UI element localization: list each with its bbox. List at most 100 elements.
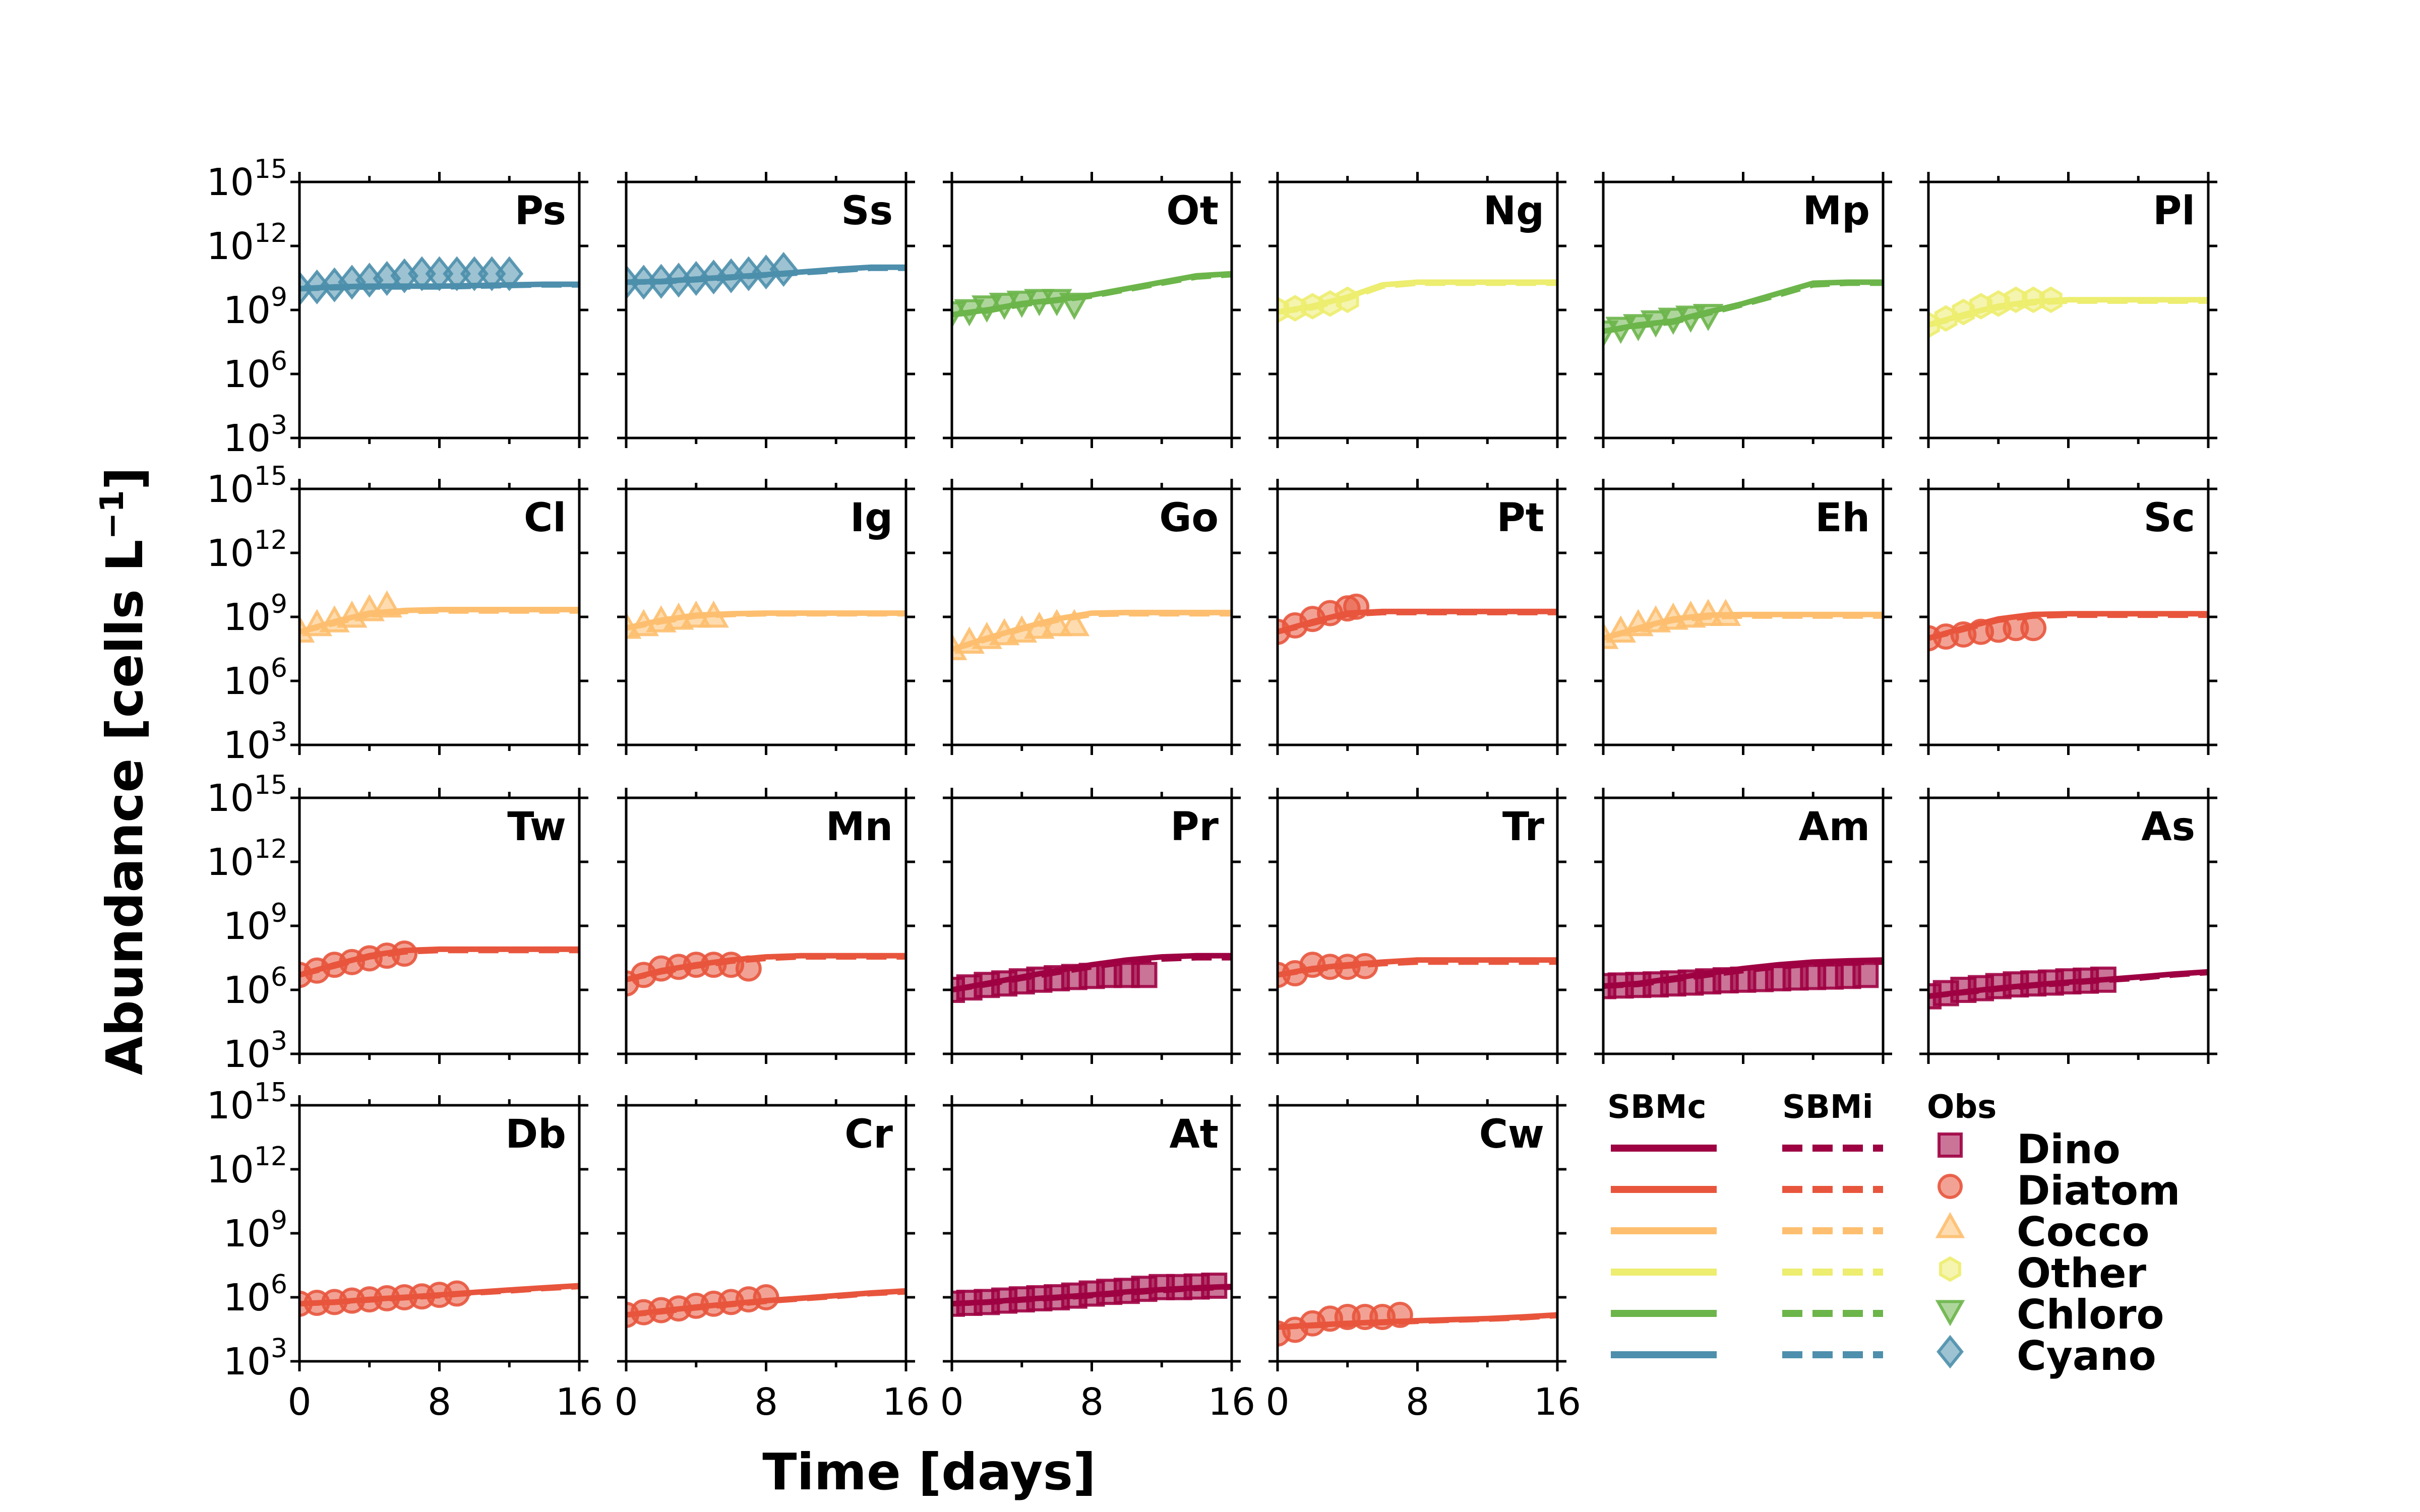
y-tick-label: 109 (223, 589, 287, 639)
y-tick-base: 10 (207, 1084, 254, 1127)
y-tick-base: 10 (207, 841, 254, 884)
legend-marker-dino (1938, 1132, 1963, 1158)
panel-as: As (1919, 788, 2217, 1064)
y-tick-label: 109 (223, 898, 287, 948)
obs-marker (391, 940, 418, 967)
panel-go: Go (943, 479, 1241, 755)
y-tick-exp: 6 (271, 346, 287, 376)
panel-content (1603, 279, 1883, 348)
panel-content (952, 609, 1232, 660)
y-tick-exp: 3 (271, 410, 287, 440)
panel-content (299, 1280, 579, 1317)
panel-content (952, 1272, 1232, 1317)
x-tick-label: 16 (556, 1380, 603, 1424)
panel-content (299, 590, 579, 643)
panel-content (626, 251, 906, 300)
panel-content (626, 1284, 906, 1328)
y-tick-exp: 6 (271, 962, 287, 992)
y-tick-exp: 3 (271, 1026, 287, 1056)
y-tick-label: 103 (223, 1334, 287, 1383)
obs-marker (1622, 314, 1654, 342)
y-tick-exp: 12 (254, 1142, 287, 1172)
x-tick-label: 8 (428, 1380, 451, 1424)
y-tick-exp: 9 (271, 1206, 287, 1236)
panel-title: Mn (826, 804, 893, 850)
panel-content (299, 940, 579, 988)
obs-marker (1386, 1301, 1413, 1328)
panel-title: Db (505, 1112, 566, 1157)
panel-title: Ig (850, 495, 893, 541)
obs-marker (1059, 292, 1090, 320)
panel-mn: Mn (617, 788, 915, 1064)
panel-content (1928, 611, 2208, 652)
panel-pt: Pt (1268, 479, 1566, 755)
panel-pl: Pl (1919, 172, 2217, 448)
x-axis-label: Time [days] (762, 1442, 1096, 1501)
y-tick-base: 10 (223, 1340, 271, 1383)
legend-label-other: Other (2017, 1250, 2146, 1297)
obs-marker (1852, 962, 1879, 988)
panel-ng: Ng (1268, 172, 1566, 448)
y-tick-base: 10 (223, 353, 271, 396)
y-tick-label: 1012 (207, 218, 287, 268)
panel-title: At (1169, 1112, 1219, 1157)
y-tick-label: 103 (223, 410, 287, 460)
y-tick-base: 10 (223, 289, 271, 332)
panel-content (1603, 599, 1883, 649)
y-tick-label: 103 (223, 1026, 287, 1076)
obs-marker (971, 295, 1002, 323)
x-tick-label: 8 (754, 1380, 778, 1424)
panel-title: Eh (1815, 495, 1870, 541)
panel-title: As (2141, 804, 2195, 850)
obs-marker (1336, 286, 1359, 313)
x-tick-label: 16 (1208, 1380, 1255, 1424)
obs-marker (1658, 307, 1689, 335)
y-tick-base: 10 (207, 161, 254, 204)
legend-marker-other (1939, 1256, 1962, 1282)
obs-marker (698, 600, 729, 628)
legend-header-sbmc: SBMc (1607, 1089, 1707, 1126)
panel-at: 0 8 16 At (940, 1095, 1255, 1424)
panel-title: Am (1798, 804, 1870, 850)
x-tick-label: 0 (287, 1380, 311, 1424)
panel-ss: Ss (617, 172, 915, 448)
y-axis-label: Abundance [cells L−1] (94, 467, 154, 1076)
panel-title: Ng (1483, 188, 1544, 234)
y-tick-base: 10 (207, 225, 254, 268)
y-tick-base: 10 (223, 905, 271, 948)
obs-marker (1006, 290, 1038, 318)
legend-marker-chloro (1935, 1300, 1965, 1327)
y-tick-base: 10 (223, 1212, 271, 1255)
y-tick-base: 10 (223, 417, 271, 460)
panel-eh: Eh (1594, 479, 1892, 755)
y-tick-base: 10 (207, 777, 254, 820)
obs-marker (1201, 1272, 1228, 1299)
obs-marker (444, 1280, 470, 1307)
obs-marker (1710, 599, 1741, 626)
panel-content (952, 953, 1232, 1003)
obs-marker (1343, 593, 1370, 620)
panel-content (1928, 966, 2208, 1010)
y-tick-base: 10 (223, 969, 271, 1012)
panel-title: Sc (2144, 495, 2195, 541)
panel-content (1278, 593, 1557, 645)
legend-label-dino: Dino (2017, 1126, 2121, 1173)
panel-title: Ss (841, 188, 893, 234)
y-tick-label: 106 (223, 346, 287, 396)
panel-content (1278, 1301, 1557, 1347)
y-tick-exp: 9 (271, 589, 287, 619)
y-tick-exp: 12 (254, 218, 287, 248)
obs-marker (2090, 966, 2116, 993)
panel-title: Pt (1497, 495, 1544, 541)
panel-title: Pl (2153, 188, 2195, 234)
obs-marker (495, 256, 524, 291)
panel-title: Cr (844, 1112, 893, 1157)
x-tick-label: 0 (1265, 1380, 1289, 1424)
panel-cr: 0 8 16 Cr (614, 1095, 930, 1424)
panel-title: Ps (515, 188, 566, 234)
obs-marker (769, 251, 798, 287)
y-tick-exp: 6 (271, 1270, 287, 1300)
